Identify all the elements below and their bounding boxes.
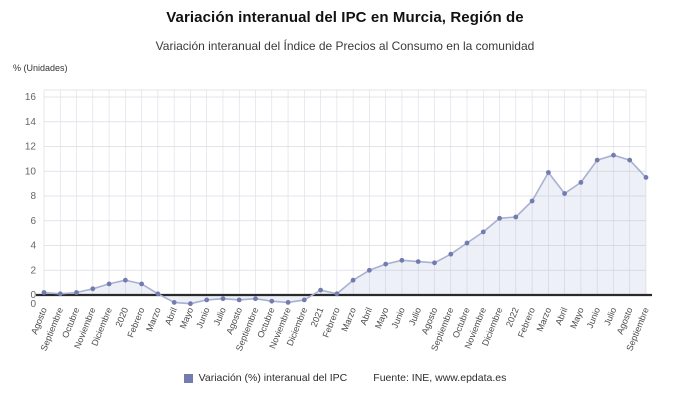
chart-svg[interactable]: 16141210864200AgostoSeptiembreOctubreNov… (0, 78, 690, 370)
data-point[interactable] (415, 259, 421, 264)
data-point[interactable] (578, 180, 584, 185)
legend-label: Variación (%) interanual del IPC (198, 372, 348, 384)
svg-text:2: 2 (30, 265, 36, 276)
data-point[interactable] (562, 191, 567, 196)
svg-text:Abril: Abril (358, 306, 374, 326)
data-point[interactable] (383, 261, 389, 267)
data-point[interactable] (594, 157, 600, 163)
data-point[interactable] (253, 296, 258, 302)
data-point[interactable] (171, 300, 177, 305)
x-axis-labels: AgostoSeptiembreOctubreNoviembreDiciembr… (29, 306, 651, 352)
data-point[interactable] (318, 287, 323, 293)
svg-text:6: 6 (30, 216, 36, 227)
y-axis-baseline-label: 0 (30, 299, 36, 310)
svg-text:4: 4 (30, 241, 36, 252)
data-point[interactable] (643, 175, 649, 180)
data-point[interactable] (334, 291, 340, 297)
data-point[interactable] (301, 297, 307, 303)
svg-text:Junio: Junio (194, 306, 211, 330)
data-point[interactable] (41, 290, 47, 295)
ipc-line-chart[interactable]: 16 14 12 10 8 6 4 2 0 0 Agosto Septiembre Octubre Nov… (0, 78, 690, 370)
svg-text:Junio: Junio (389, 306, 406, 330)
svg-text:2021: 2021 (309, 306, 326, 328)
chart-title: Variación interanual del IPC en Murcia, … (166, 9, 524, 26)
data-point[interactable] (285, 300, 291, 305)
legend-marker-square (183, 373, 193, 383)
data-point[interactable] (399, 257, 405, 263)
data-point[interactable] (480, 229, 486, 235)
data-point[interactable] (269, 298, 275, 304)
svg-text:14: 14 (25, 117, 37, 128)
svg-text:0: 0 (30, 290, 36, 301)
data-point[interactable] (74, 290, 79, 295)
data-point[interactable] (432, 260, 437, 266)
data-point[interactable] (204, 297, 210, 303)
svg-text:Marzo: Marzo (339, 306, 358, 333)
data-point[interactable] (350, 277, 356, 283)
data-point[interactable] (220, 296, 226, 302)
data-point[interactable] (546, 170, 551, 175)
y-gridlines (44, 89, 646, 271)
data-point[interactable] (57, 291, 63, 297)
data-point[interactable] (90, 286, 96, 292)
svg-text:2022: 2022 (504, 306, 521, 328)
data-point[interactable] (123, 277, 128, 283)
data-point[interactable] (448, 251, 454, 257)
data-point[interactable] (464, 240, 470, 246)
line-series (43, 154, 647, 305)
chart-footer: Variación (%) interanual del IPC Fuente:… (0, 372, 690, 384)
legend-item[interactable]: Variación (%) interanual del IPC (183, 372, 348, 384)
y-axis-labels: 16 14 12 10 8 6 4 2 00 (25, 92, 37, 310)
svg-text:Julio: Julio (602, 306, 618, 327)
svg-text:Julio: Julio (212, 306, 228, 327)
data-point[interactable] (188, 301, 193, 307)
svg-text:Julio: Julio (407, 306, 423, 327)
svg-text:Mayo: Mayo (373, 306, 391, 330)
data-point[interactable] (611, 152, 616, 158)
data-point[interactable] (529, 198, 535, 204)
svg-text:Marzo: Marzo (535, 306, 554, 333)
svg-text:Abril: Abril (163, 306, 179, 326)
data-points[interactable] (41, 152, 649, 307)
data-point[interactable] (367, 267, 372, 273)
data-point[interactable] (513, 214, 519, 220)
svg-text:2020: 2020 (113, 306, 130, 328)
data-point[interactable] (627, 157, 633, 163)
svg-text:16: 16 (25, 92, 37, 103)
svg-text:8: 8 (30, 191, 36, 202)
data-point[interactable] (139, 281, 145, 287)
y-axis-unit-label: % (Unidades) (13, 63, 68, 73)
area-fill (44, 155, 646, 304)
source-text: Fuente: INE, www.epdata.es (373, 372, 507, 384)
svg-text:Mayo: Mayo (178, 306, 196, 330)
chart-subtitle: Variación interanual del Índice de Preci… (155, 39, 535, 53)
svg-text:Marzo: Marzo (144, 306, 163, 333)
svg-text:Mayo: Mayo (568, 306, 586, 330)
svg-text:12: 12 (25, 142, 37, 153)
data-point[interactable] (236, 297, 242, 303)
svg-text:Abril: Abril (553, 306, 569, 326)
data-point[interactable] (155, 291, 161, 297)
svg-text:10: 10 (25, 166, 37, 177)
data-point[interactable] (497, 215, 502, 221)
svg-text:Junio: Junio (585, 306, 602, 330)
data-point[interactable] (106, 281, 112, 287)
